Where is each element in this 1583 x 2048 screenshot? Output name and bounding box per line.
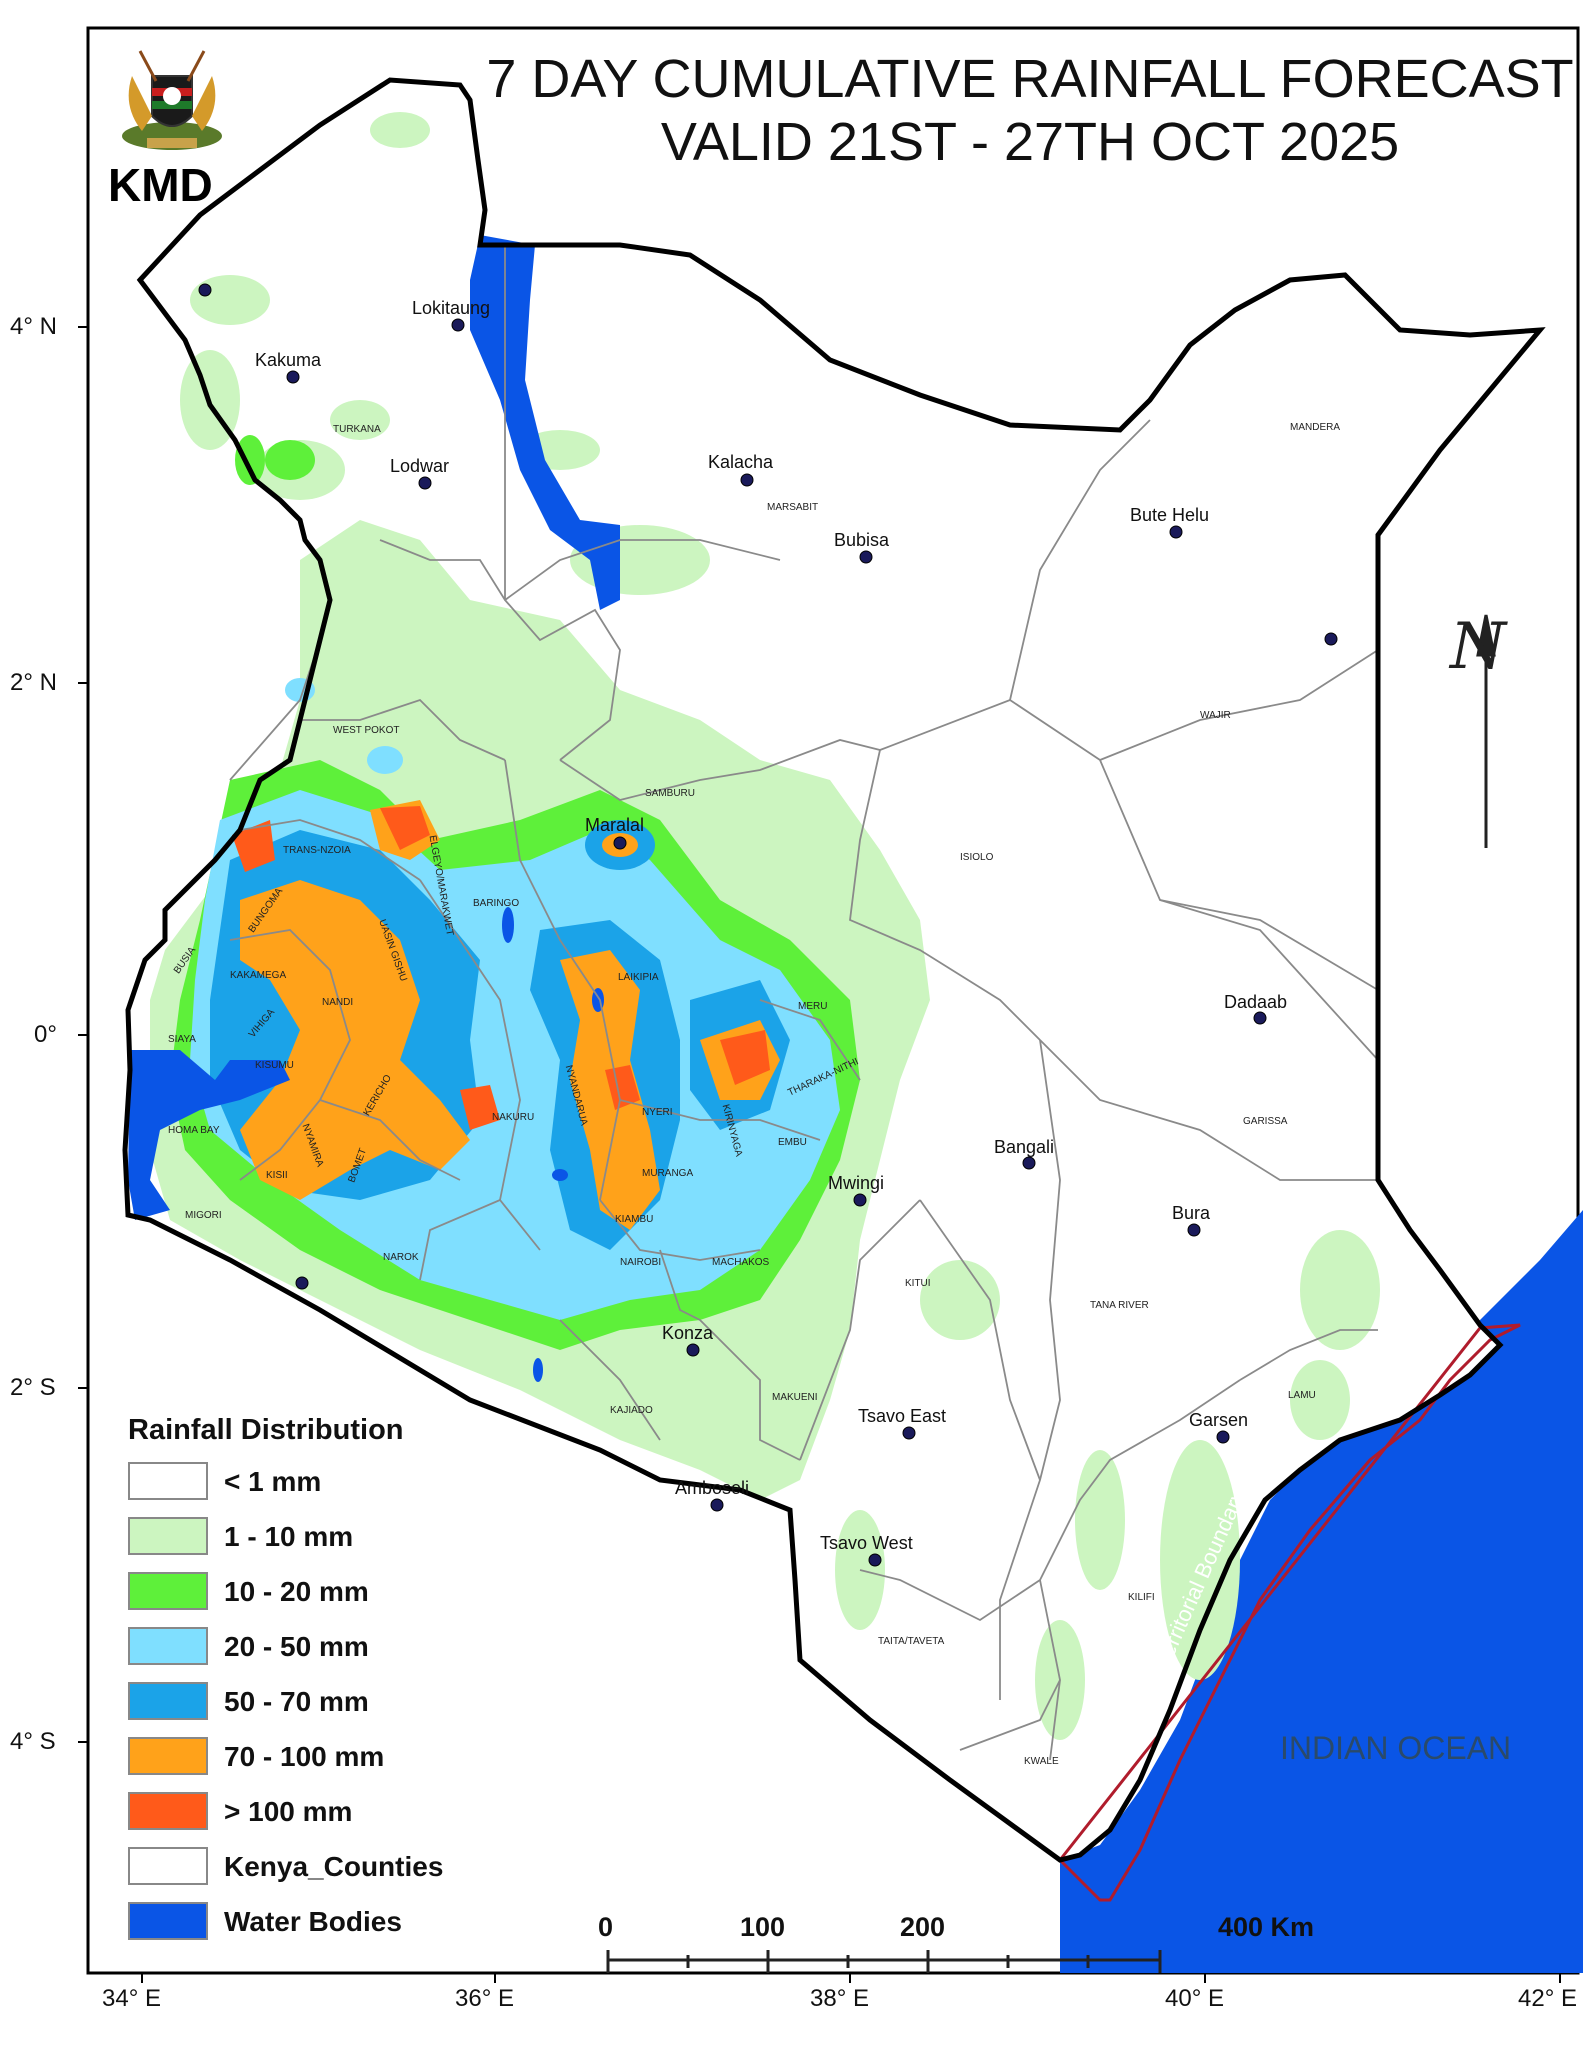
lat-label: 2° S (10, 1374, 56, 1401)
legend-label: > 100 mm (224, 1796, 353, 1827)
legend-swatch (128, 1462, 208, 1500)
legend-label: Water Bodies (224, 1906, 402, 1937)
legend-swatch (128, 1572, 208, 1610)
county-label: MERU (798, 1001, 828, 1012)
county-label: KISUMU (255, 1060, 294, 1071)
city-label: Maralal (585, 815, 645, 835)
north-symbol: N (1450, 610, 1506, 684)
lon-label: 34° E (102, 1985, 161, 2012)
legend-label: 20 - 50 mm (224, 1631, 369, 1662)
county-label: LAMU (1288, 1390, 1316, 1401)
legend-swatch (128, 1902, 208, 1940)
city-markers (198, 283, 1338, 1567)
city-label: Lodwar (390, 456, 450, 476)
scale-bar (606, 1950, 1162, 1973)
lon-label: 42° E (1518, 1985, 1577, 2012)
county-label: WEST POKOT (333, 725, 400, 736)
lon-label: 38° E (810, 1985, 869, 2012)
county-label: MARSABIT (767, 502, 819, 513)
indian-ocean (1060, 1210, 1583, 1973)
city-label: Konza (662, 1323, 714, 1343)
city-label: Tsavo East (858, 1406, 947, 1426)
county-label: KISII (266, 1170, 288, 1181)
scale-label: 100 (740, 1912, 786, 1942)
legend-swatch (128, 1792, 208, 1830)
city-label: Amboseli (675, 1478, 750, 1498)
legend-swatch (128, 1682, 208, 1720)
county-label: HOMA BAY (168, 1125, 220, 1136)
county-label: TAITA/TAVETA (878, 1636, 945, 1647)
county-label: MIGORI (185, 1210, 222, 1221)
county-label: TURKANA (333, 424, 381, 435)
city-label: Garsen (1189, 1410, 1249, 1430)
county-label: WAJIR (1200, 710, 1231, 721)
map-title: 7 DAY CUMULATIVE RAINFALL FORECAST (486, 49, 1574, 109)
scale-label: 400 Km (1218, 1912, 1315, 1942)
ocean-label: INDIAN OCEAN (1280, 1730, 1512, 1766)
legend-swatch (128, 1847, 208, 1885)
county-label: KIAMBU (615, 1214, 654, 1225)
scale-label: 0 (598, 1912, 614, 1942)
county-label: SAMBURU (645, 788, 696, 799)
lat-label: 2° N (10, 669, 57, 696)
county-label: NAKURU (492, 1112, 535, 1123)
scale-label: 200 (900, 1912, 946, 1942)
lat-label: 0° (34, 1021, 57, 1048)
legend-label: < 1 mm (224, 1466, 322, 1497)
lat-label: 4° S (10, 1728, 56, 1755)
county-label: ISIOLO (960, 852, 994, 863)
legend-swatch (128, 1517, 208, 1555)
county-label: NANDI (322, 997, 354, 1008)
county-label: GARISSA (1243, 1116, 1288, 1127)
legend-label: 50 - 70 mm (224, 1686, 369, 1717)
county-label: NAIROBI (620, 1257, 662, 1268)
legend-title: Rainfall Distribution (128, 1414, 404, 1446)
city-label: Dadaab (1224, 992, 1288, 1012)
legend-label: Kenya_Counties (224, 1851, 444, 1882)
territorial-boundary (1057, 1323, 1521, 1902)
county-label: SIAYA (168, 1034, 196, 1045)
city-label: Kalacha (708, 452, 774, 472)
county-label: NAROK (383, 1252, 419, 1263)
lat-label: 4° N (10, 313, 57, 340)
county-label: TANA RIVER (1090, 1300, 1149, 1311)
legend-label: 1 - 10 mm (224, 1521, 354, 1552)
county-label: MURANGA (642, 1168, 694, 1179)
legend-swatch (128, 1627, 208, 1665)
city-label: Bute Helu (1130, 505, 1210, 525)
rain-over-100mm (232, 806, 770, 1130)
city-label: Tsavo West (820, 1533, 913, 1553)
county-label: KWALE (1024, 1756, 1059, 1767)
county-label: KILIFI (1128, 1592, 1155, 1603)
agency-logo-text: KMD (108, 159, 213, 211)
city-label: Kakuma (255, 350, 322, 370)
county-label: LAIKIPIA (618, 972, 659, 983)
county-label: BARINGO (473, 898, 520, 909)
county-label: KAJIADO (610, 1405, 653, 1416)
city-label: Mwingi (828, 1173, 885, 1193)
county-label: NYERI (642, 1107, 673, 1118)
county-label: MACHAKOS (712, 1257, 770, 1268)
city-label: Bangali (994, 1137, 1055, 1157)
city-label: Lokitaung (412, 298, 491, 318)
legend-swatch (128, 1737, 208, 1775)
county-label: MANDERA (1290, 422, 1341, 433)
county-label: KITUI (905, 1278, 931, 1289)
city-label: Bubisa (834, 530, 890, 550)
lon-label: 36° E (455, 1985, 514, 2012)
north-arrow (1476, 614, 1496, 848)
kenya-border (122, 77, 1546, 1863)
county-label: KAKAMEGA (230, 970, 287, 981)
county-label: EMBU (778, 1137, 807, 1148)
map-subtitle: VALID 21ST - 27TH OCT 2025 (660, 112, 1400, 172)
legend-label: 70 - 100 mm (224, 1741, 385, 1772)
county-label: MAKUENI (772, 1392, 818, 1403)
kenya-coat-of-arms-logo (112, 46, 232, 211)
city-label: Bura (1172, 1203, 1211, 1223)
county-label: TRANS-NZOIA (283, 845, 351, 856)
lon-label: 40° E (1165, 1985, 1224, 2012)
legend-label: 10 - 20 mm (224, 1576, 369, 1607)
